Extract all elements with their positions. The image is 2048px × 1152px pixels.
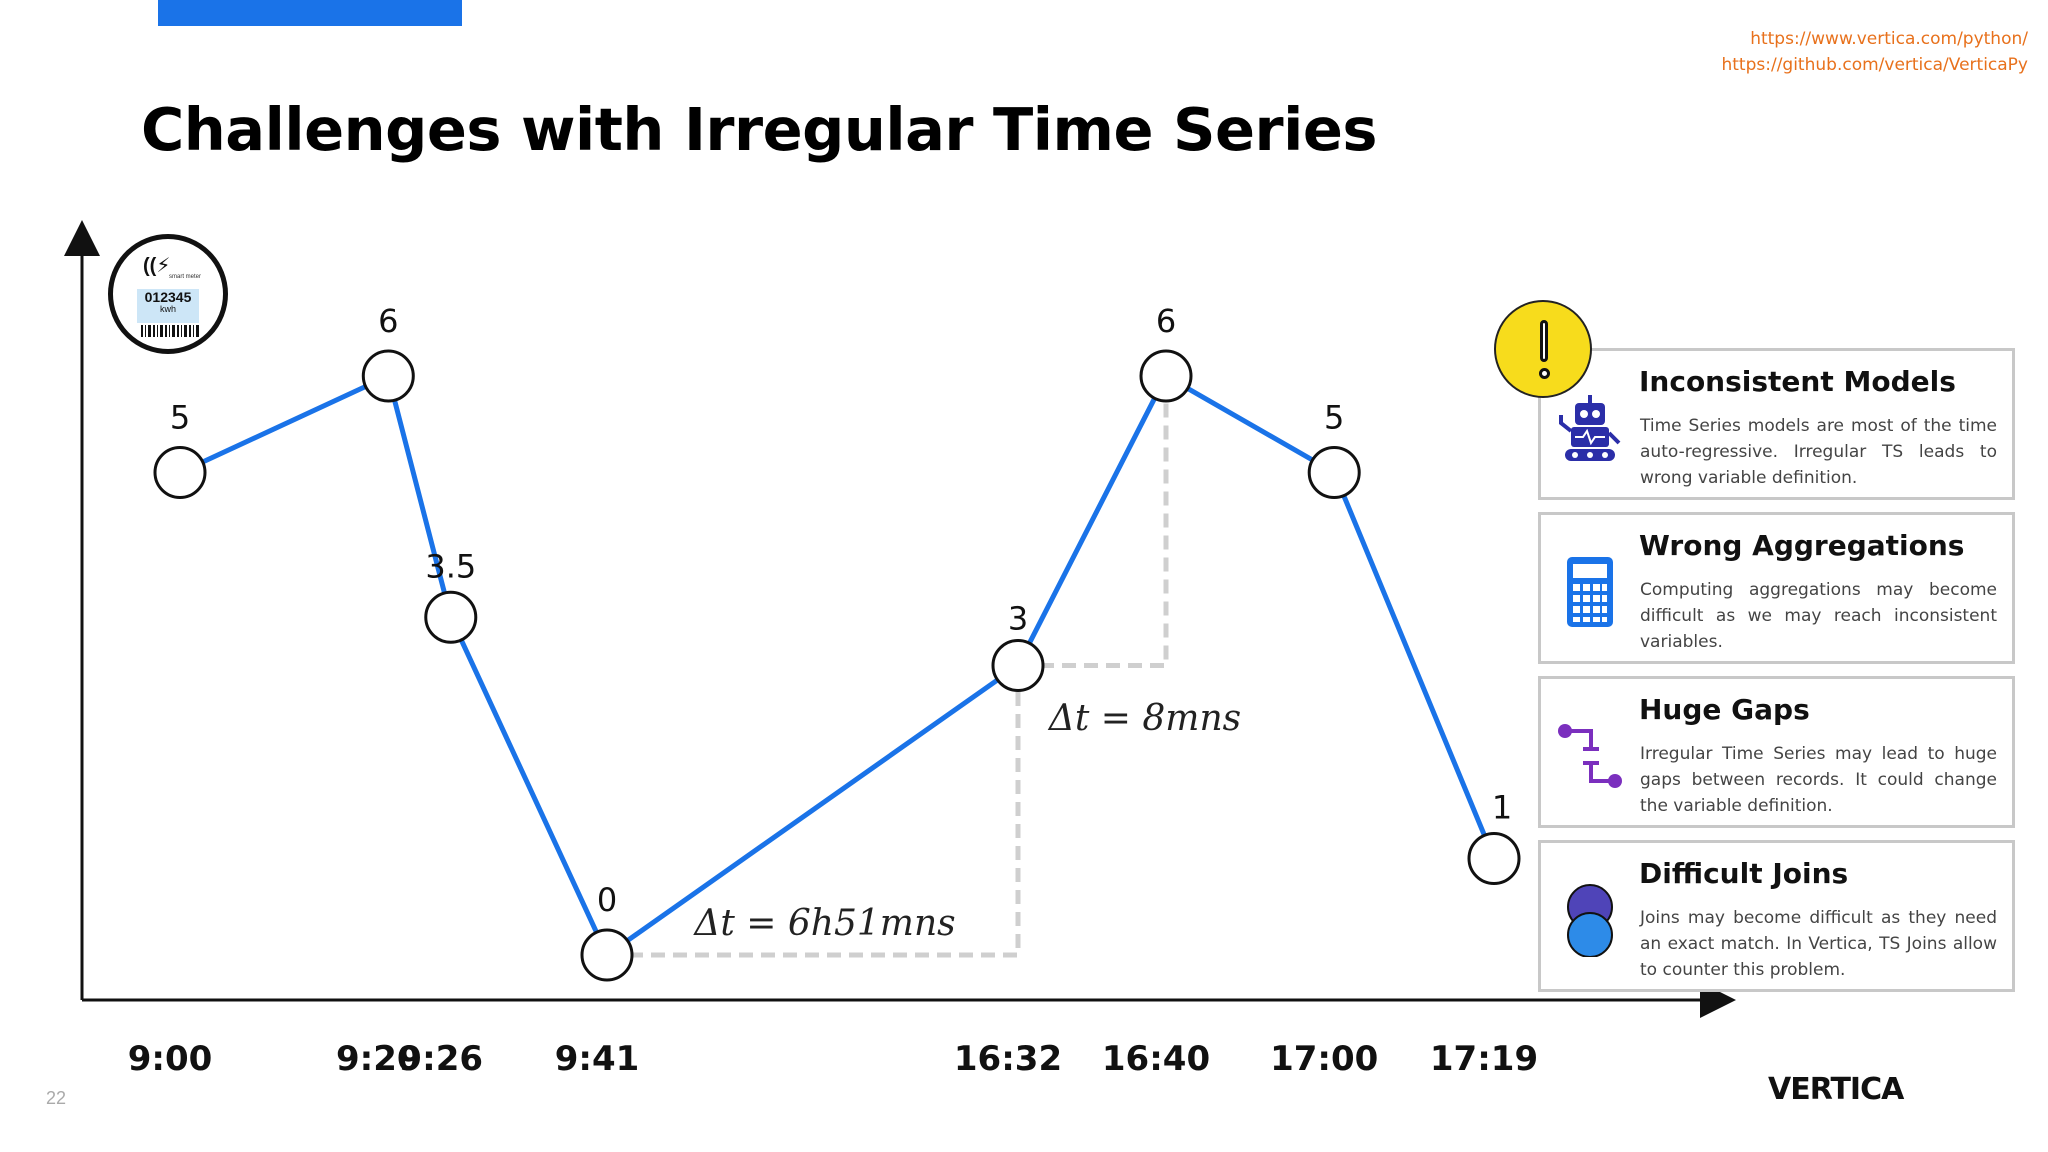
reference-links: https://www.vertica.com/python/ https://… xyxy=(1721,26,2028,78)
smart-meter-icon: ((⚡ smart meter 012345 kwh xyxy=(108,234,228,354)
x-tick-label: 9:00 xyxy=(128,1039,213,1079)
card-title: Difficult Joins xyxy=(1639,857,1849,890)
x-tick-label: 16:32 xyxy=(954,1039,1062,1079)
vertica-python-link[interactable]: https://www.vertica.com/python/ xyxy=(1750,29,2028,49)
value-label: 0 xyxy=(597,881,617,919)
data-point xyxy=(580,928,634,982)
warning-icon xyxy=(1494,300,1592,398)
x-tick-label: 16:40 xyxy=(1102,1039,1210,1079)
value-label: 1 xyxy=(1492,789,1512,827)
card-wrong-aggregations: Wrong Aggregations Computing aggregation… xyxy=(1538,512,2015,664)
x-tick-label: 9:20 xyxy=(336,1039,421,1079)
robot-icon xyxy=(1559,395,1621,461)
challenge-cards: Inconsistent Models Time Series models a… xyxy=(1538,348,2015,1004)
x-tick-label: 17:00 xyxy=(1270,1039,1378,1079)
card-huge-gaps: Huge Gaps Irregular Time Series may lead… xyxy=(1538,676,2015,828)
card-description: Computing aggregations may become diffic… xyxy=(1640,580,1997,652)
calculator-icon xyxy=(1567,557,1613,627)
value-label: 5 xyxy=(170,399,190,437)
join-circles-icon xyxy=(1567,884,1613,957)
delta-guide xyxy=(607,665,1021,958)
card-inconsistent-models: Inconsistent Models Time Series models a… xyxy=(1538,348,2015,500)
data-point xyxy=(1307,446,1361,499)
card-description: Joins may become difficult as they need … xyxy=(1640,908,1997,980)
card-description: Time Series models are most of the time … xyxy=(1640,416,1997,488)
meter-value: 012345 xyxy=(144,289,192,305)
value-label: 5 xyxy=(1324,399,1344,437)
verticapy-github-link[interactable]: https://github.com/vertica/VerticaPy xyxy=(1721,55,2028,75)
meter-caption: smart meter xyxy=(169,274,202,280)
data-point xyxy=(1139,349,1193,403)
data-point xyxy=(153,446,207,499)
accent-bar xyxy=(158,0,462,26)
card-title: Huge Gaps xyxy=(1639,693,1810,726)
gap-path-icon xyxy=(1558,724,1622,788)
meter-unit: kwh xyxy=(159,304,176,314)
card-difficult-joins: Difficult Joins Joins may become difficu… xyxy=(1538,840,2015,992)
delta-annotation: Δt = 8mns xyxy=(1047,698,1241,739)
x-tick-label: 17:19 xyxy=(1430,1039,1538,1079)
meter-reading: 012345 kwh xyxy=(137,289,199,323)
delta-guide xyxy=(1018,376,1169,668)
signal-bolt-icon: ((⚡ xyxy=(143,255,171,277)
data-point xyxy=(1467,832,1521,885)
card-title: Wrong Aggregations xyxy=(1639,529,1965,562)
data-point xyxy=(424,590,478,644)
value-label: 6 xyxy=(378,302,398,340)
x-tick-label: 9:26 xyxy=(398,1039,483,1079)
delta-annotation: Δt = 6h51mns xyxy=(692,903,955,944)
data-point xyxy=(361,349,415,403)
value-label: 3.5 xyxy=(425,547,476,585)
page-number: 22 xyxy=(46,1088,67,1108)
value-label: 6 xyxy=(1156,302,1176,340)
card-description: Irregular Time Series may lead to huge g… xyxy=(1640,744,1997,816)
value-label: 3 xyxy=(1008,600,1028,638)
data-point xyxy=(991,639,1045,692)
card-title: Inconsistent Models xyxy=(1639,365,1956,398)
series-line xyxy=(178,372,1497,959)
x-tick-label: 9:41 xyxy=(555,1039,640,1079)
vertica-logo: VERTICA xyxy=(1768,1072,1904,1107)
barcode-icon xyxy=(141,325,199,337)
page-title: Challenges with Irregular Time Series xyxy=(141,95,1378,164)
